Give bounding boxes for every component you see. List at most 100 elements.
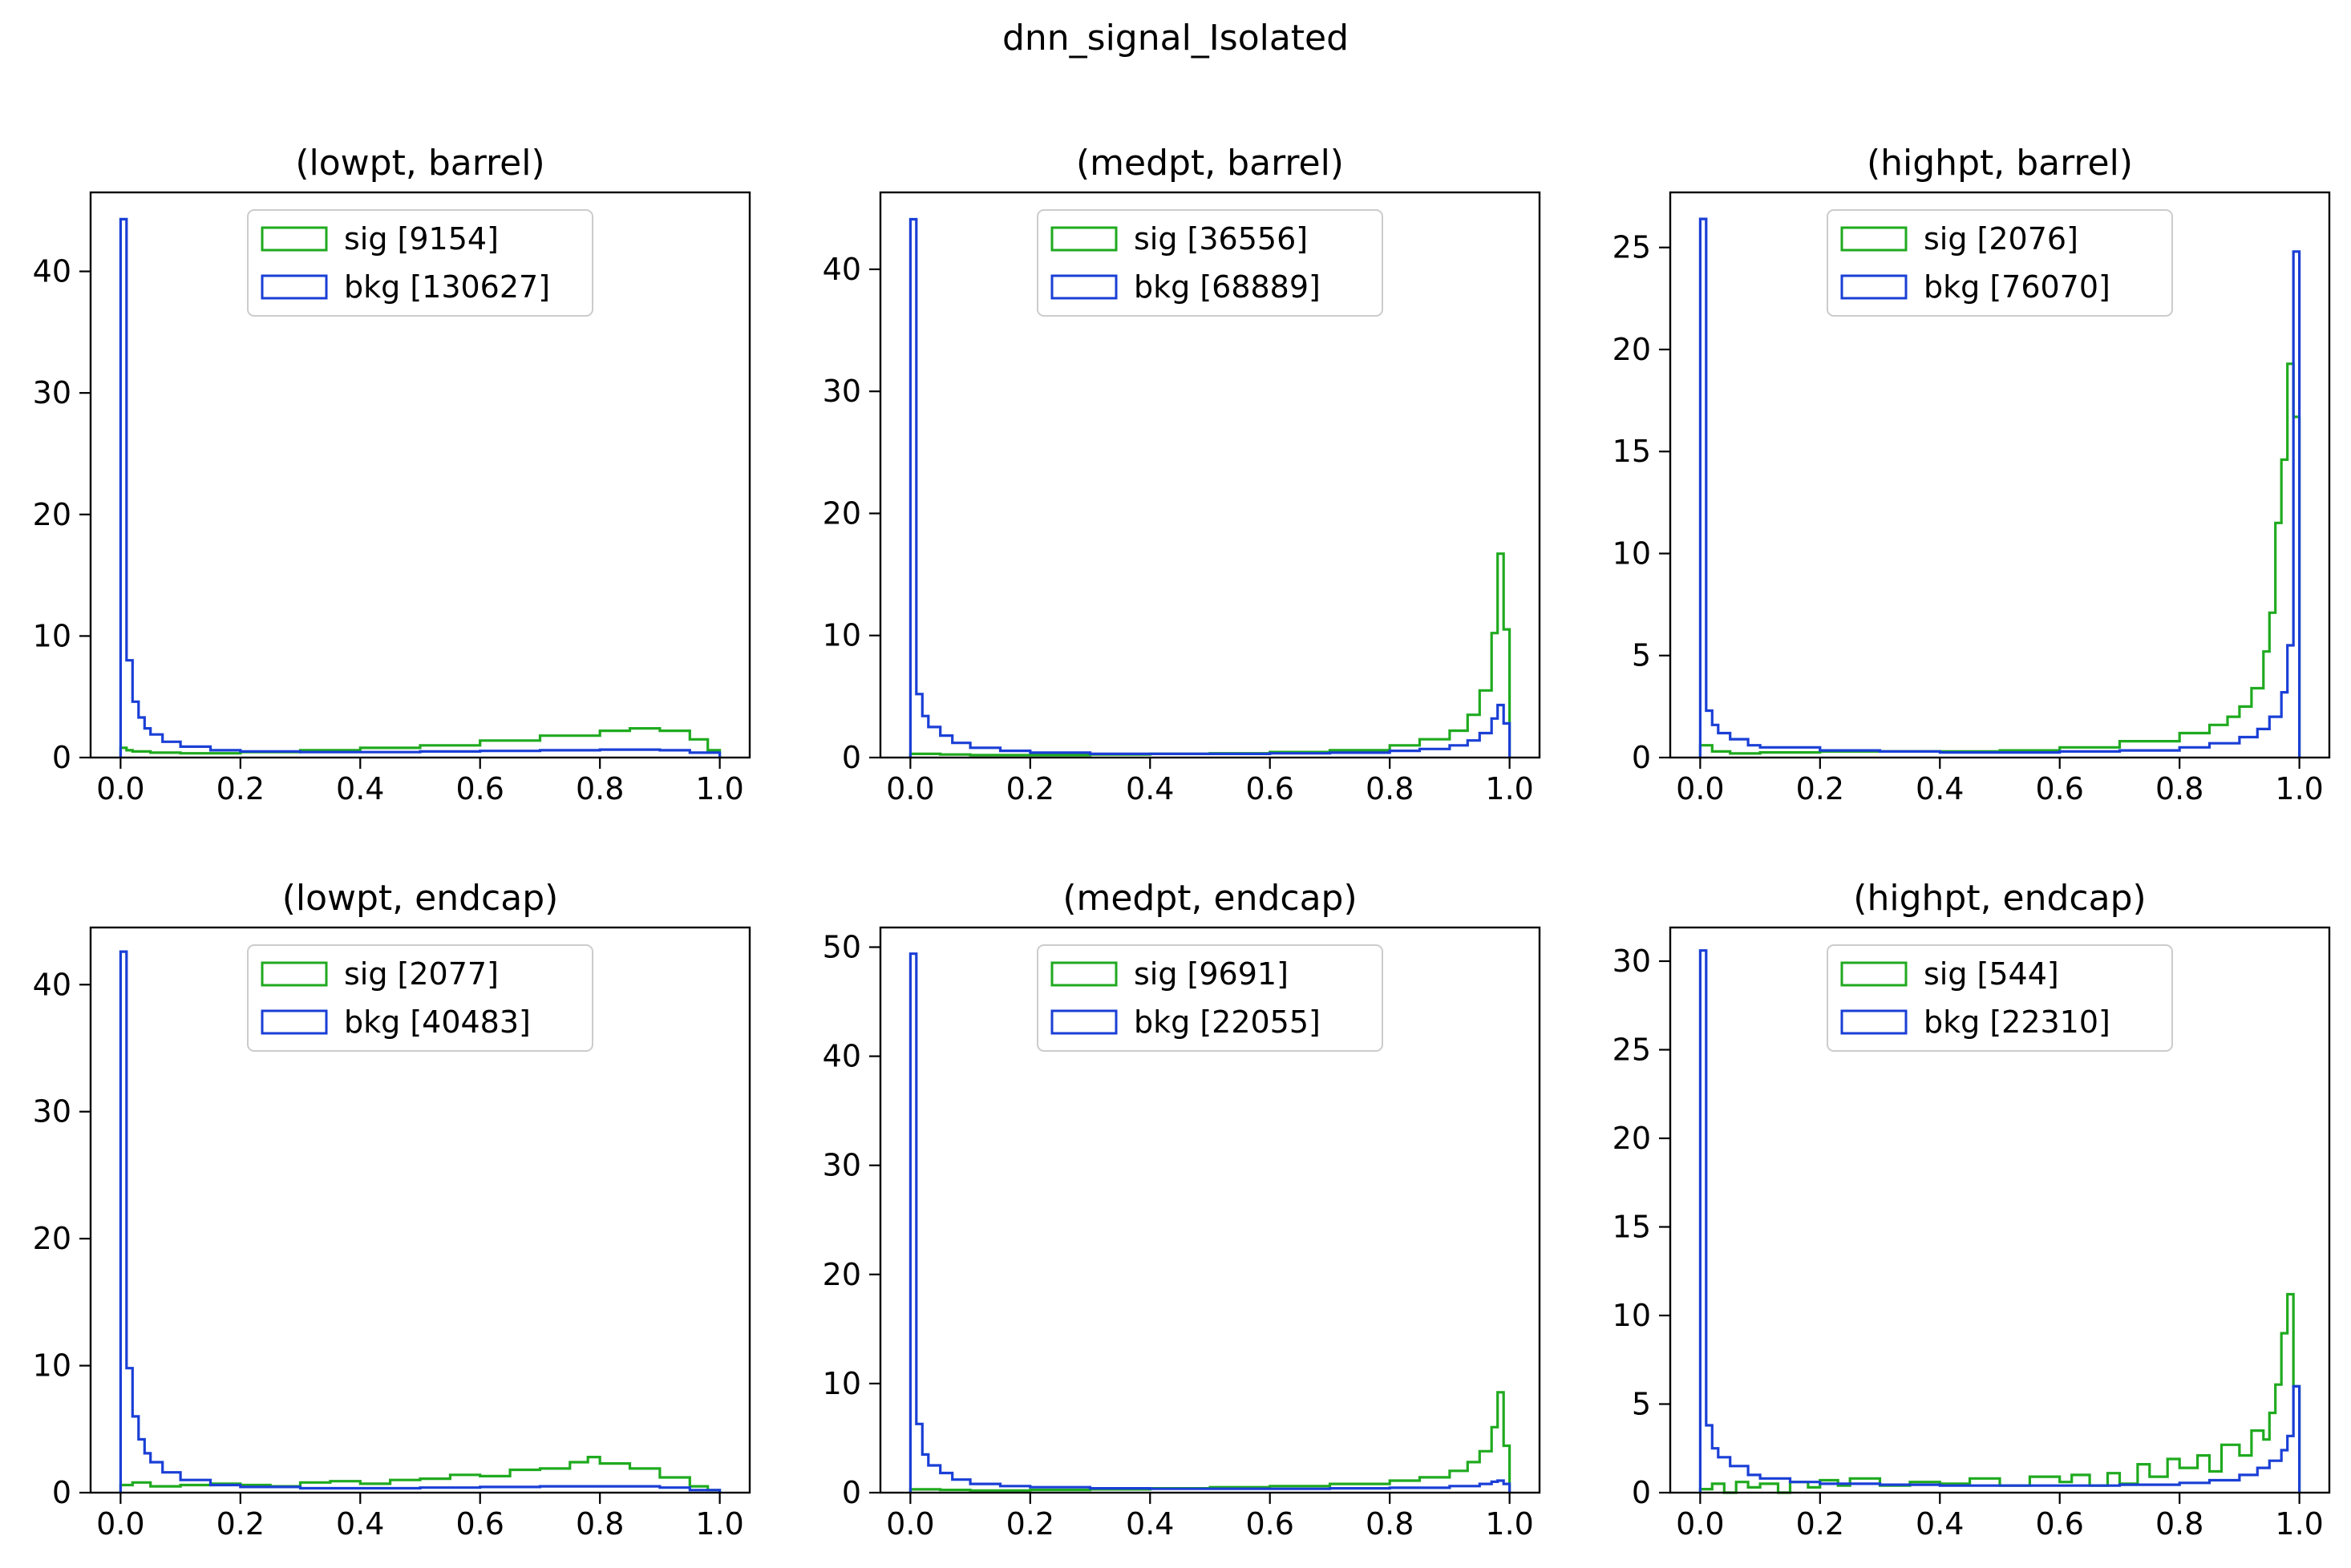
y-tick-label: 20	[1613, 332, 1651, 367]
panel-title: (medpt, endcap)	[1062, 878, 1357, 919]
series-bkg-step	[119, 217, 722, 758]
x-tick-label: 0.4	[336, 771, 384, 806]
x-tick-label: 0.6	[1246, 771, 1294, 806]
panel-title: (lowpt, endcap)	[282, 878, 559, 919]
series-bkg-step	[1698, 217, 2301, 758]
plot-frame	[89, 926, 751, 1494]
legend-label-sig: sig [544]	[1924, 956, 2059, 992]
y-tick-label: 0	[1632, 740, 1651, 775]
y-tick-label: 0	[1632, 1475, 1651, 1510]
panel-title: (highpt, barrel)	[1867, 143, 2133, 184]
x-tick-label: 0.0	[96, 771, 144, 806]
chart-panel-5: (medpt, endcap) 0.0 0.2 0.4 0.6 0.8 1.0 0 10 20 30…	[823, 878, 1541, 1542]
x-tick-label: 0.2	[1796, 771, 1844, 806]
x-tick-label: 0.2	[1006, 771, 1054, 806]
chart-panel-2: (medpt, barrel) 0.0 0.2 0.4 0.6 0.8 1.0 0 10 20 30…	[823, 143, 1541, 806]
legend-label-sig: sig [9154]	[344, 221, 499, 257]
x-tick-label: 0.2	[216, 771, 265, 806]
y-tick-label: 20	[823, 495, 861, 531]
x-tick-label: 1.0	[695, 771, 743, 806]
series-sig-step	[1698, 1292, 2301, 1494]
legend-swatch-sig	[261, 226, 328, 252]
legend-box	[247, 209, 593, 317]
x-tick-label: 0.0	[1676, 771, 1724, 806]
x-tick-label: 0.0	[886, 1506, 934, 1542]
series-sig-step	[119, 727, 722, 758]
x-tick-label: 0.4	[1126, 1506, 1174, 1542]
x-tick-label: 0.8	[576, 771, 624, 806]
series-sig-step	[908, 1391, 1511, 1493]
y-tick-label: 20	[823, 1257, 861, 1292]
x-tick-label: 0.0	[886, 771, 934, 806]
y-tick-label: 10	[1613, 1298, 1651, 1333]
legend-swatch-bkg	[1050, 274, 1118, 300]
legend-box	[1827, 944, 2173, 1052]
series-bkg-step	[908, 952, 1511, 1493]
y-tick-label: 50	[823, 929, 861, 964]
y-tick-label: 40	[33, 967, 71, 1002]
series-sig-step	[119, 1456, 722, 1493]
series-sig-step	[1698, 362, 2301, 758]
y-tick-label: 20	[1613, 1121, 1651, 1156]
legend-label-bkg: bkg [68889]	[1134, 269, 1321, 305]
plot-frame	[879, 191, 1541, 759]
panel-title: (medpt, barrel)	[1076, 143, 1344, 184]
chart-panel-6: (highpt, endcap) 0.0 0.2 0.4 0.6 0.8 1.0 0 5 10 15…	[1613, 878, 2331, 1542]
x-tick-label: 1.0	[1485, 771, 1533, 806]
legend: sig [9154] bkg [130627]	[247, 209, 593, 317]
series-sig-step	[908, 552, 1511, 758]
x-tick-label: 0.6	[456, 1506, 504, 1542]
panels: (lowpt, barrel) 0.0 0.2 0.4 0.6 0.8 1.0 0 10 20 30…	[33, 143, 2331, 1542]
y-tick-label: 15	[1613, 1209, 1651, 1244]
plot-frame	[1669, 926, 2331, 1494]
legend: sig [9691] bkg [22055]	[1037, 944, 1383, 1052]
y-tick-label: 10	[823, 618, 861, 653]
y-tick-label: 15	[1613, 434, 1651, 469]
y-tick-label: 30	[823, 374, 861, 409]
y-tick-label: 5	[1632, 638, 1651, 673]
x-tick-label: 0.2	[216, 1506, 265, 1542]
y-tick-label: 20	[33, 497, 71, 532]
y-tick-label: 40	[33, 254, 71, 289]
legend: sig [2077] bkg [40483]	[247, 944, 593, 1052]
series-bkg-step	[1698, 949, 2301, 1493]
legend-box	[247, 944, 593, 1052]
plot-frame	[1669, 191, 2331, 759]
x-tick-label: 0.2	[1796, 1506, 1844, 1542]
legend-label-sig: sig [2076]	[1924, 221, 2078, 257]
y-tick-label: 10	[33, 618, 71, 653]
y-tick-label: 0	[52, 740, 71, 775]
series-bkg-step	[908, 217, 1511, 758]
y-tick-label: 40	[823, 1039, 861, 1074]
legend-swatch-sig	[1050, 961, 1118, 987]
x-tick-label: 1.0	[2275, 1506, 2323, 1542]
y-tick-label: 30	[33, 1094, 71, 1130]
x-tick-label: 0.6	[2036, 1506, 2084, 1542]
y-tick-label: 10	[823, 1366, 861, 1401]
y-tick-label: 40	[823, 252, 861, 287]
x-tick-label: 1.0	[1485, 1506, 1533, 1542]
y-tick-label: 0	[842, 1475, 861, 1510]
legend-swatch-bkg	[1840, 274, 1908, 300]
x-tick-label: 1.0	[695, 1506, 743, 1542]
x-tick-label: 0.2	[1006, 1506, 1054, 1542]
legend-label-bkg: bkg [22055]	[1134, 1004, 1321, 1040]
legend-swatch-sig	[1840, 226, 1908, 252]
chart-panel-4: (lowpt, endcap) 0.0 0.2 0.4 0.6 0.8 1.0 0 10 20 30…	[33, 878, 751, 1542]
plot-frame	[89, 191, 751, 759]
legend-swatch-bkg	[1840, 1009, 1908, 1035]
legend-swatch-bkg	[261, 1009, 328, 1035]
y-tick-label: 0	[842, 740, 861, 775]
x-tick-label: 0.4	[1916, 1506, 1964, 1542]
y-tick-label: 10	[1613, 535, 1651, 571]
legend-label-bkg: bkg [130627]	[344, 269, 550, 305]
y-tick-label: 20	[33, 1221, 71, 1256]
legend-swatch-bkg	[261, 274, 328, 300]
y-tick-label: 25	[1613, 1032, 1651, 1067]
plot-frame	[879, 926, 1541, 1494]
panel-title: (lowpt, barrel)	[295, 143, 544, 184]
x-tick-label: 0.0	[1676, 1506, 1724, 1542]
x-tick-label: 0.4	[1916, 771, 1964, 806]
y-tick-label: 10	[33, 1348, 71, 1384]
legend: sig [2076] bkg [76070]	[1827, 209, 2173, 317]
